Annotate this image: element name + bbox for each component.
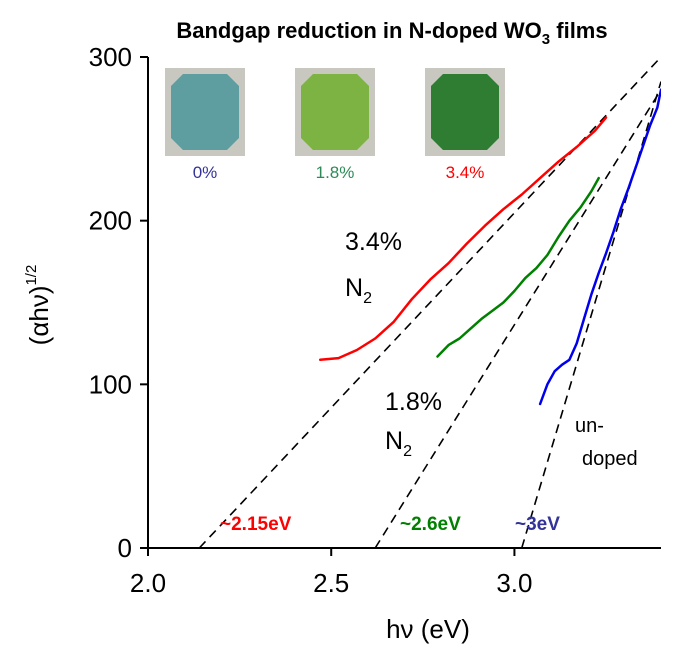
y-tick-label: 0 [118,533,132,563]
x-tick-label: 3.0 [496,568,532,598]
sample-film [171,74,239,150]
y-tick-label: 300 [89,42,132,72]
annotation-34-n: N [345,274,363,302]
annotation-34-percent: 3.4% [345,228,402,256]
annotation-undoped-line1: un- [575,415,604,437]
annotation-18-n-subscript: 2 [403,443,412,460]
fit-line-1 [375,90,661,548]
bandgap-label-34: ~2.15eV [220,514,292,535]
chart-title-main: Bandgap reduction in N-doped WO [176,18,541,43]
series-line-1 [438,178,599,356]
chart-title-subscript: 3 [542,31,550,48]
sample-photo-inset: 0% 1.8% 3.4% [165,68,505,182]
bandgap-label-18: ~2.6eV [400,514,461,535]
y-axis-label-superscript: 1/2 [23,265,40,286]
sample-photo-2: 3.4% [425,68,505,182]
y-axis-label: (αhν)1/2 [23,265,54,346]
x-axis-label: hν (eV) [386,614,470,644]
y-tick-label: 200 [89,206,132,236]
annotation-undoped-line2: doped [582,448,638,470]
annotation-18-percent: 1.8% [385,388,442,416]
chart-title-tail: films [550,18,607,43]
sample-label: 3.4% [446,163,485,182]
series-line-2 [540,90,661,404]
y-axis-label-main: (αhν) [24,286,54,346]
annotation-34-n-subscript: 2 [363,290,372,307]
x-tick-label: 2.5 [313,568,349,598]
x-tick-label: 2.0 [130,568,166,598]
sample-film [431,74,499,150]
sample-photo-1: 1.8% [295,68,375,182]
sample-film [301,74,369,150]
annotation-18-n: N [385,427,403,455]
y-tick-label: 100 [89,369,132,399]
chart-title: Bandgap reduction in N-doped WO3 films [176,18,607,48]
sample-label: 1.8% [316,163,355,182]
annotation-34-n2: N2 [345,274,372,307]
bandgap-label-0: ~3eV [515,514,560,535]
sample-label: 0% [193,163,218,182]
annotation-18-n2: N2 [385,427,412,460]
sample-photo-0: 0% [165,68,245,182]
